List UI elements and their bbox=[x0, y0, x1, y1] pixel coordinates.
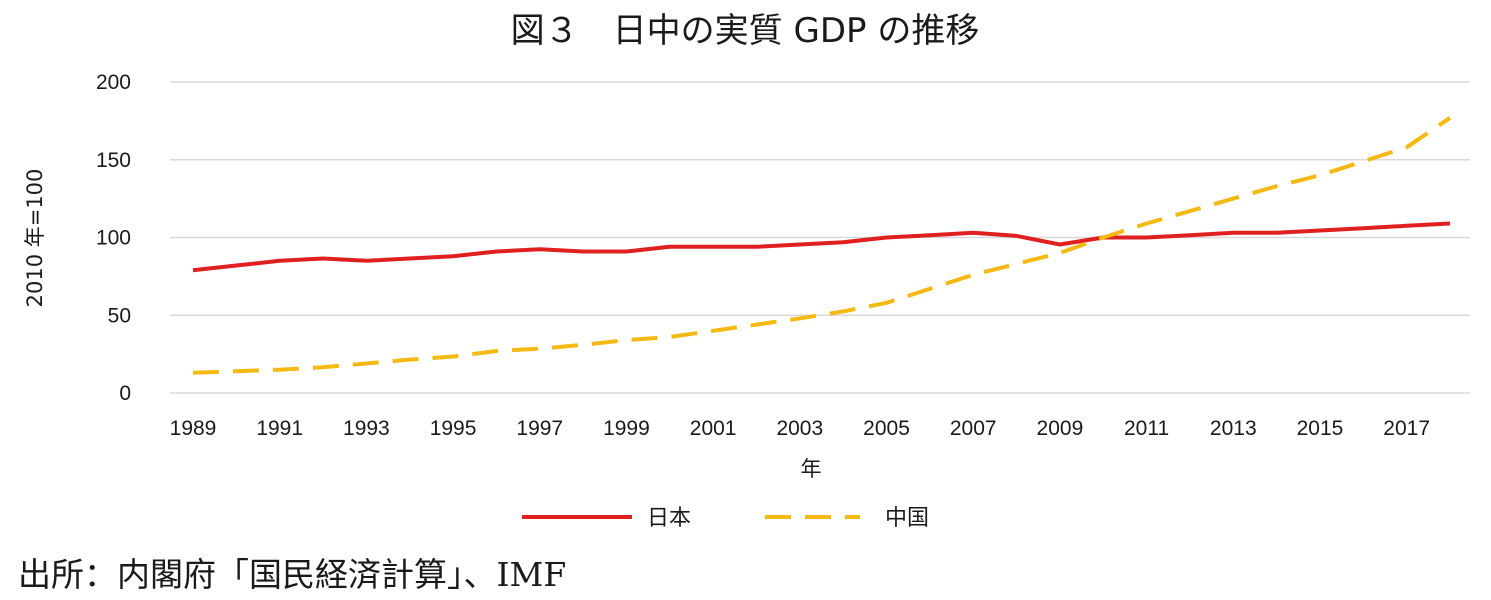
x-tick-label: 2007 bbox=[950, 417, 997, 440]
x-tick-label: 2015 bbox=[1297, 417, 1344, 440]
x-tick-label: 1999 bbox=[603, 417, 650, 440]
x-tick-label: 1993 bbox=[343, 417, 390, 440]
y-tick-label: 100 bbox=[96, 227, 131, 250]
x-tick-label: 1997 bbox=[516, 417, 563, 440]
y-tick-label: 200 bbox=[96, 71, 131, 94]
legend: 日本 中国 bbox=[522, 506, 929, 531]
source-note: 出所：内閣府「国民経済計算」、IMF bbox=[18, 555, 567, 594]
x-tick-label: 2005 bbox=[863, 417, 910, 440]
y-tick-label: 150 bbox=[96, 149, 131, 172]
x-tick-label: 1995 bbox=[430, 417, 477, 440]
x-axis-ticks: 1989 1991 1993 1995 1997 1999 2001 2003 2005 2007… bbox=[170, 417, 1430, 440]
x-tick-label: 2011 bbox=[1124, 417, 1169, 440]
x-tick-label: 2009 bbox=[1037, 417, 1084, 440]
x-tick-label: 1991 bbox=[256, 417, 303, 440]
x-tick-label: 2017 bbox=[1383, 417, 1430, 440]
x-tick-label: 2013 bbox=[1210, 417, 1257, 440]
y-tick-label: 50 bbox=[108, 304, 131, 327]
legend-label: 日本 bbox=[647, 506, 691, 531]
y-axis-label: 2010 年=100 bbox=[23, 169, 47, 308]
gridlines bbox=[170, 81, 1470, 394]
series-line-1 bbox=[192, 116, 1452, 375]
x-tick-label: 2003 bbox=[776, 417, 823, 440]
x-tick-label: 2001 bbox=[690, 417, 737, 440]
legend-label: 中国 bbox=[885, 506, 929, 531]
x-tick-label: 1989 bbox=[170, 417, 217, 440]
y-tick-label: 0 bbox=[119, 382, 131, 405]
series-lines bbox=[192, 116, 1452, 375]
x-axis-label: 年 bbox=[801, 457, 822, 481]
y-axis-ticks: 0 50 100 150 200 bbox=[96, 71, 131, 405]
chart-title: 図３ 日中の実質 GDP の推移 bbox=[511, 11, 980, 51]
series-line-0 bbox=[192, 221, 1451, 273]
